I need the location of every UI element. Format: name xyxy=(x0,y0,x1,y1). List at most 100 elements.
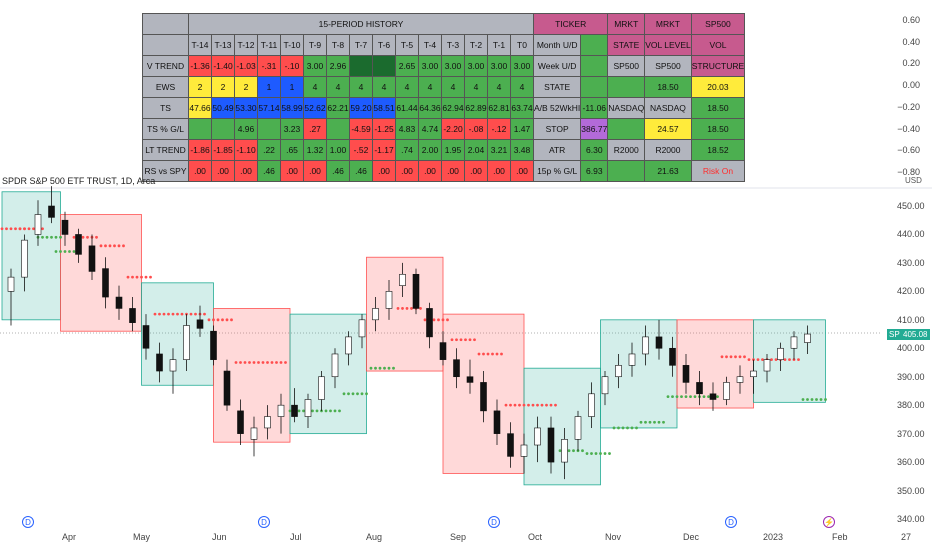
dividend-icon[interactable]: D xyxy=(258,516,270,528)
stop-dot xyxy=(257,361,260,364)
stop-dot xyxy=(684,395,688,399)
table-cell: MRKT xyxy=(607,13,646,35)
candle-body xyxy=(804,333,811,343)
time-tick-label: Aug xyxy=(366,532,383,542)
stop-dot xyxy=(657,420,661,424)
stop-dot xyxy=(216,318,220,322)
table-cell: 18.50 xyxy=(690,118,746,140)
stop-dot xyxy=(167,312,170,316)
stop-dot xyxy=(419,307,422,310)
candle-body xyxy=(439,342,447,360)
candle-body xyxy=(34,214,42,235)
time-tick-label: Dec xyxy=(683,532,700,542)
table-cell: SP500 xyxy=(607,55,646,77)
candle-body xyxy=(426,308,433,338)
table-cell: -.31 xyxy=(257,55,281,77)
chart-title[interactable]: SPDR S&P 500 ETF TRUST, 1D, Arca xyxy=(2,176,156,186)
stop-dot xyxy=(153,312,157,316)
stop-dot xyxy=(572,449,575,453)
candle-body xyxy=(534,427,541,446)
stop-dot xyxy=(662,420,665,424)
stop-dot xyxy=(531,403,535,407)
stop-dot xyxy=(666,395,670,399)
stop-dot xyxy=(450,338,454,342)
price-tick-label: 360.00 xyxy=(897,457,925,468)
table-cell: LT TREND xyxy=(142,139,189,161)
table-cell: .00 xyxy=(441,160,465,182)
price-tick-label: 380.00 xyxy=(897,400,925,411)
table-cell: 3.00 xyxy=(418,55,442,77)
candle-body xyxy=(777,347,784,360)
stop-dot xyxy=(810,398,814,401)
table-cell: 62.81 xyxy=(487,97,511,119)
table-cell: TS xyxy=(142,97,189,119)
stop-dot xyxy=(455,338,458,342)
dividend-icon[interactable]: D xyxy=(488,516,500,528)
stop-dot xyxy=(95,235,98,239)
table-cell: 2 xyxy=(234,76,258,98)
table-cell: 3.00 xyxy=(510,55,534,77)
stop-dot xyxy=(801,398,805,401)
candle-body xyxy=(709,393,717,400)
table-cell xyxy=(607,76,646,98)
stop-dot xyxy=(41,227,44,231)
stop-dot xyxy=(797,358,800,362)
stop-dot xyxy=(716,395,719,399)
dividend-icon[interactable]: D xyxy=(22,516,34,528)
candle-body xyxy=(183,325,190,360)
table-cell: EWS xyxy=(142,76,189,98)
table-cell: T-14 xyxy=(188,34,212,56)
table-cell: .00 xyxy=(211,160,235,182)
stop-dot xyxy=(806,398,809,401)
candle-body xyxy=(345,336,352,355)
stop-dot xyxy=(63,250,67,253)
stop-dot xyxy=(189,312,193,316)
table-cell: 1.95 xyxy=(441,139,465,161)
table-cell: 4 xyxy=(349,76,373,98)
candle-body xyxy=(21,239,28,278)
table-cell: 4 xyxy=(510,76,534,98)
stop-dot xyxy=(432,318,436,322)
stop-dot xyxy=(194,312,197,316)
time-tick-label: Sep xyxy=(450,532,467,542)
stop-dot xyxy=(252,361,256,364)
stop-dot xyxy=(131,275,134,279)
stop-dot xyxy=(815,398,818,401)
stop-dot xyxy=(0,227,4,231)
price-tick-label: 430.00 xyxy=(897,257,925,268)
stop-dot xyxy=(270,361,274,364)
table-cell: 2 xyxy=(188,76,212,98)
table-cell: 20.03 xyxy=(690,76,746,98)
stop-dot xyxy=(500,352,503,356)
table-cell: MRKT xyxy=(644,13,692,35)
stop-dot xyxy=(648,420,652,424)
table-cell: T-2 xyxy=(464,34,488,56)
table-cell: .00 xyxy=(303,160,327,182)
stop-dot xyxy=(617,426,620,430)
stop-dot xyxy=(221,318,224,322)
candle-body xyxy=(61,219,69,235)
symbol-tag: SPY xyxy=(887,329,908,340)
table-cell: .46 xyxy=(257,160,281,182)
stop-dot xyxy=(261,361,265,364)
stop-dot xyxy=(761,358,764,362)
table-cell: 4 xyxy=(372,76,396,98)
candle-body xyxy=(237,410,244,434)
table-cell xyxy=(580,34,609,56)
dividend-icon[interactable]: D xyxy=(725,516,737,528)
candle-body xyxy=(520,444,528,457)
table-cell: 4 xyxy=(418,76,442,98)
lightning-icon[interactable]: ⚡ xyxy=(823,516,835,528)
stop-dot xyxy=(234,361,238,364)
stop-dot xyxy=(225,318,229,322)
table-cell: 386.77 xyxy=(580,118,609,140)
table-cell: 1.00 xyxy=(326,139,350,161)
time-tick-label: Nov xyxy=(605,532,622,542)
stop-dot xyxy=(653,420,656,424)
table-cell: .00 xyxy=(234,160,258,182)
table-cell: 18.50 xyxy=(644,76,692,98)
table-cell: T-5 xyxy=(395,34,419,56)
price-tick-label: 340.00 xyxy=(897,514,925,524)
table-cell: T0 xyxy=(510,34,534,56)
